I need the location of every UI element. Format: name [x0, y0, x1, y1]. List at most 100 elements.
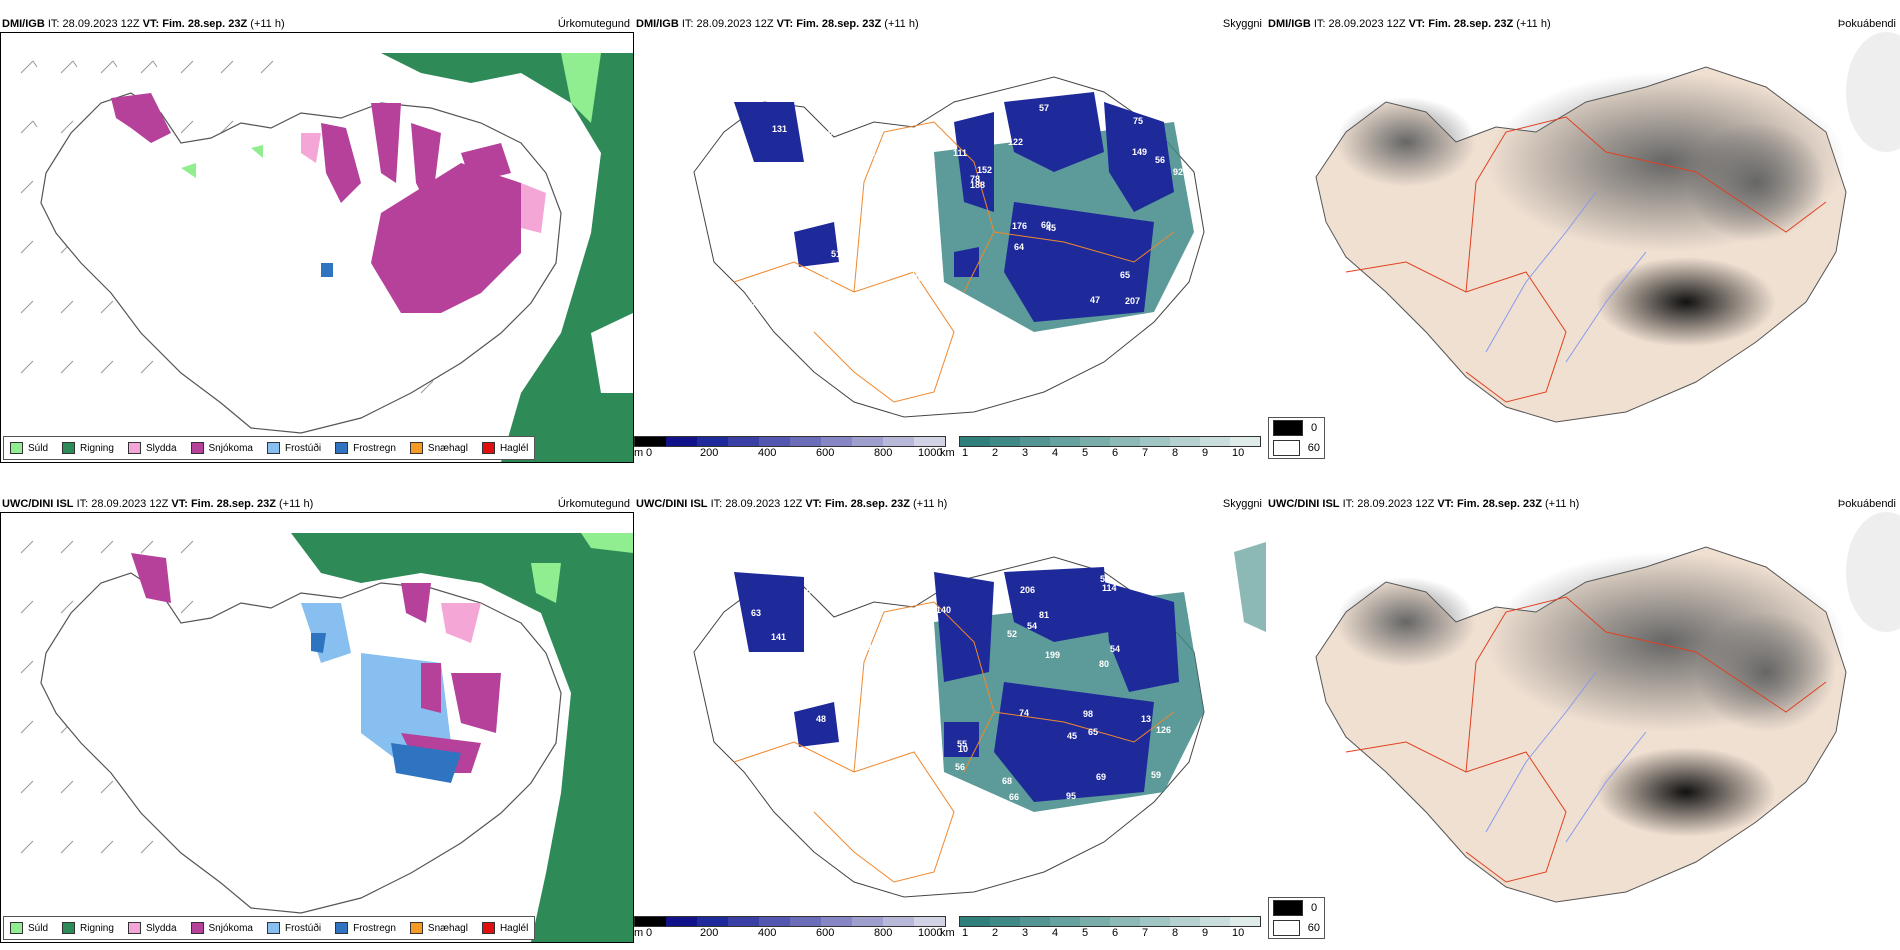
vt-label: VT: — [776, 18, 794, 30]
height-tick: 0 — [646, 447, 653, 459]
visibility-value-label: 47 — [1090, 295, 1100, 305]
legend-swatch — [62, 922, 76, 934]
legend-label: Haglél — [499, 922, 529, 934]
roads — [1345, 116, 1827, 403]
height-tick: 800 — [874, 447, 893, 459]
legend-swatch — [409, 922, 423, 934]
colorbar-segment — [728, 437, 759, 446]
visibility-value-label: 114 — [817, 276, 832, 286]
visibility-value-label: 96 — [873, 577, 883, 587]
panel-title: Þokuábendi — [1837, 498, 1896, 510]
visibility-value-label: 99 — [734, 636, 744, 646]
colorbar-segment — [1080, 437, 1110, 446]
legend-item: Frostregn — [335, 442, 396, 454]
visibility-value-label: 188 — [970, 180, 985, 190]
visibility-tick: 8 — [1172, 447, 1179, 459]
legend-swatch — [190, 922, 204, 934]
visibility-value-label: 122 — [1008, 137, 1023, 147]
fog-map — [1266, 32, 1900, 452]
visibility-colorbar — [959, 436, 1261, 447]
height-tick: 600 — [816, 447, 835, 459]
height-unit: m — [634, 927, 644, 939]
visibility-value-label: 49 — [842, 662, 852, 672]
visibility-value-label: 63 — [751, 608, 761, 618]
legend-swatch — [1273, 920, 1300, 936]
visibility-value-label: 47 — [904, 721, 914, 731]
height-tick: 600 — [816, 927, 835, 939]
legend-item: Snjókoma — [190, 442, 253, 454]
legend-item: Snæhagl — [409, 442, 468, 454]
visibility-value-label: 60 — [790, 566, 800, 576]
drizzle-area — [561, 53, 601, 123]
model-name: DMI/IGB — [636, 18, 679, 30]
fog-area-offshore — [1846, 512, 1900, 632]
legend-label: 60 — [1307, 442, 1320, 454]
colorbar-segment — [1140, 437, 1170, 446]
visibility-tick: 1 — [962, 927, 969, 939]
colorbar-segment — [666, 917, 697, 926]
cloud-map-svg: 1395101055114968166807411499199104539110… — [693, 542, 1266, 898]
colorbar-segment — [821, 917, 852, 926]
cloud-map-svg: 207 26 75 48 122 91 113 111 80 87 119 114 241 152 45 13… — [693, 76, 1205, 418]
colorbar-segment — [1050, 437, 1080, 446]
fog-area-offshore — [1846, 32, 1900, 152]
fog-area — [1336, 97, 1476, 187]
legend-swatch — [335, 922, 349, 934]
rivers — [1485, 671, 1647, 843]
panel-header: UWC/DINI ISL IT: 28.09.2023 12Z VT: Fim.… — [0, 496, 634, 512]
colorbar-segment — [914, 437, 945, 446]
roads — [1345, 596, 1827, 883]
visibility-tick: 1 — [962, 447, 969, 459]
visibility-tick: 5 — [1082, 927, 1089, 939]
legend-item: Frostúði — [266, 922, 322, 934]
visibility-value-labels: 207 26 75 48 122 91 113 111 80 87 119 114 241 152 45 13… — [747, 93, 1183, 318]
legend-label: Slydda — [145, 922, 177, 934]
precip-map: Súld Rigning Slydda Snjókoma Frostúði Fr… — [0, 512, 634, 943]
visibility-value-label: 114 — [863, 642, 878, 652]
fog-legend-item: 0 — [1269, 898, 1324, 918]
visibility-tick: 3 — [1022, 927, 1029, 939]
legend-item: Haglél — [481, 922, 529, 934]
visibility-value-label: 78 — [970, 174, 980, 184]
colorbar-segment — [990, 917, 1020, 926]
colorbar-segment — [821, 437, 852, 446]
visibility-value-label: 56 — [1155, 155, 1165, 165]
visibility-value-label: 75 — [751, 300, 761, 310]
precip-map-svg — [20, 53, 633, 462]
visibility-value-label: 73 — [877, 672, 887, 682]
fog-legend-item: 0 — [1269, 418, 1324, 438]
offshore-visibility — [1234, 542, 1266, 632]
height-tick: 1000 — [918, 927, 943, 939]
height-tick: 400 — [758, 927, 777, 939]
legend-label: Haglél — [499, 442, 529, 454]
legend-swatch — [481, 442, 495, 454]
visibility-value-label: 152 — [977, 165, 992, 175]
legend-item: Slydda — [127, 922, 177, 934]
visibility-value-label: 74 — [1019, 708, 1029, 718]
fog-area — [1596, 257, 1776, 347]
legend-swatch — [10, 922, 23, 934]
colorbar-segment — [1170, 917, 1200, 926]
visibility-value-label: 76 — [956, 308, 966, 318]
visibility-value-label: 59 — [1151, 770, 1161, 780]
roads — [733, 601, 1175, 883]
vt-label: VT: — [1408, 18, 1426, 30]
visibility-value-label: 176 — [1012, 221, 1027, 231]
rivers — [1485, 191, 1647, 363]
drizzle-spots — [181, 145, 263, 178]
legend-label: 0 — [1311, 902, 1318, 914]
panel-header: UWC/DINI ISL IT: 28.09.2023 12Z VT: Fim.… — [634, 496, 1266, 512]
lead-time: (+11 h) — [1516, 18, 1551, 30]
legend-swatch — [1273, 440, 1300, 456]
legend-label: Frostúði — [284, 922, 322, 934]
cloud-panel-top: DMI/IGB IT: 28.09.2023 12Z VT: Fim. 28.s… — [634, 16, 1266, 463]
fog-panel-top: DMI/IGB IT: 28.09.2023 12Z VT: Fim. 28.s… — [1266, 16, 1900, 463]
visibility-value-label: 56 — [955, 762, 965, 772]
fog-map-svg — [1315, 512, 1900, 903]
visibility-value-label: 55 — [957, 739, 967, 749]
colorbar-segment — [960, 437, 990, 446]
visibility-tick: 10 — [1232, 927, 1245, 939]
visibility-value-label: 92 — [1173, 167, 1183, 177]
panel-header: DMI/IGB IT: 28.09.2023 12Z VT: Fim. 28.s… — [634, 16, 1266, 32]
colorbar-segment — [1230, 437, 1260, 446]
